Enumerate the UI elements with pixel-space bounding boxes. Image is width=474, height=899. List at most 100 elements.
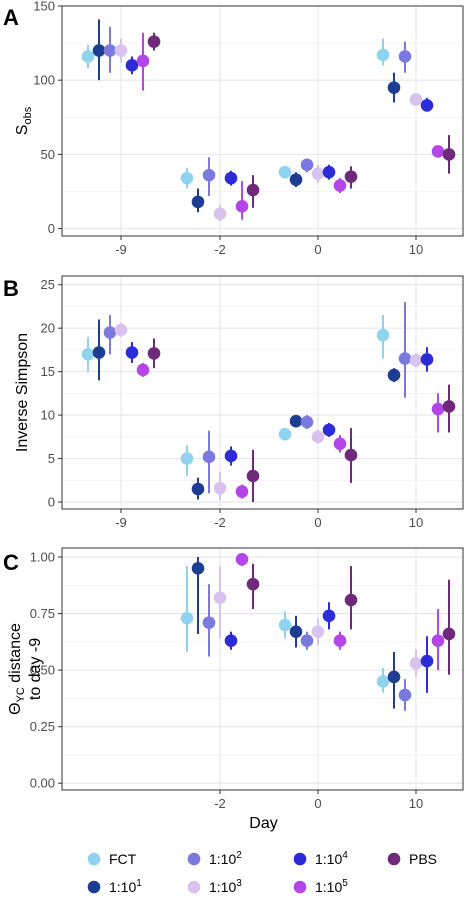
x-tick-label: -2	[214, 515, 226, 530]
data-point	[235, 553, 249, 566]
legend-swatch	[293, 880, 307, 894]
legend: FCT 1:102 1:104 PBS 1:101 1:103 1:105	[87, 850, 437, 895]
legend-item: 1:102	[187, 850, 242, 867]
data-point	[81, 347, 95, 361]
data-point	[147, 347, 161, 360]
plot-background	[62, 6, 463, 236]
panel-C: 0.00 0.25 0.50 0.75 1.00 -2 0 10 C ΘYC distance to…	[3, 547, 464, 832]
y-tick-label: 0	[48, 495, 55, 510]
data-point	[344, 593, 358, 607]
legend-label: 1:103	[209, 878, 242, 895]
data-point	[202, 450, 216, 464]
y-tick-label: 0	[48, 221, 55, 236]
data-point	[376, 675, 390, 688]
data-point	[125, 346, 139, 359]
x-tick-label: -2	[214, 796, 226, 811]
y-tick-label: 100	[33, 73, 55, 88]
data-point	[431, 634, 445, 648]
data-point	[191, 562, 205, 575]
data-point	[202, 616, 216, 629]
x-tick-label: -9	[115, 242, 127, 257]
x-tick-label: 10	[409, 796, 423, 811]
data-point	[289, 625, 303, 638]
data-point	[398, 50, 412, 63]
data-point	[180, 171, 194, 185]
data-point	[409, 93, 423, 106]
data-point	[333, 437, 347, 451]
legend-item: 1:104	[293, 850, 348, 867]
legend-item: 1:101	[87, 878, 142, 895]
data-point	[180, 452, 194, 465]
data-point	[278, 427, 292, 441]
data-point	[103, 44, 117, 57]
data-point	[114, 44, 128, 57]
data-point	[213, 207, 227, 221]
x-tick-label: 0	[314, 515, 321, 530]
data-point	[333, 634, 347, 648]
data-point	[246, 469, 260, 483]
plot-background	[62, 276, 463, 509]
data-point	[387, 670, 401, 684]
x-tick-label: 0	[314, 242, 321, 257]
data-point	[278, 165, 292, 179]
data-point	[180, 611, 194, 625]
data-point	[191, 195, 205, 209]
legend-item: PBS	[387, 851, 437, 867]
legend-item: 1:105	[293, 878, 348, 895]
plot-border	[61, 547, 464, 791]
legend-label: PBS	[409, 851, 437, 867]
panel-letter: B	[3, 276, 19, 301]
data-point	[420, 99, 434, 112]
data-point	[300, 415, 314, 429]
x-axis-title: Day	[249, 815, 277, 832]
data-point	[387, 368, 401, 382]
data-point	[92, 44, 106, 57]
data-point	[398, 688, 412, 702]
data-point	[213, 481, 227, 495]
data-point	[191, 482, 205, 496]
y-tick-label: 5	[48, 451, 55, 466]
y-tick-label: 1.00	[30, 550, 55, 565]
x-tick-label: -9	[115, 515, 127, 530]
y-tick-label: 150	[33, 0, 55, 14]
data-point	[235, 200, 249, 213]
data-point	[202, 168, 216, 182]
legend-item: FCT	[87, 851, 137, 867]
data-point	[289, 414, 303, 428]
data-point	[289, 173, 303, 186]
data-point	[224, 634, 238, 648]
panel-letter: C	[3, 550, 19, 575]
data-point	[81, 50, 95, 63]
data-point	[322, 609, 336, 623]
y-axis-title: Sobs	[14, 106, 34, 135]
legend-swatch	[187, 880, 201, 894]
data-point	[431, 402, 445, 416]
legend-swatch	[87, 852, 101, 866]
y-tick-label: 50	[41, 147, 55, 162]
data-point	[344, 448, 358, 462]
data-point	[442, 148, 456, 161]
data-point	[224, 171, 238, 185]
legend-label: FCT	[109, 851, 137, 867]
data-point	[103, 326, 117, 339]
y-axis-title-line1: ΘYC distance	[7, 623, 27, 715]
data-point	[420, 353, 434, 366]
data-point	[344, 170, 358, 183]
data-point	[300, 158, 314, 172]
panel-B: 0 5 10 15 20 25 -9 -2 0 10 B Inverse Simpson	[3, 275, 464, 530]
legend-label: 1:104	[315, 850, 348, 867]
y-tick-label: 25	[41, 277, 55, 292]
data-point	[114, 323, 128, 337]
legend-label: 1:101	[109, 878, 142, 895]
data-point	[442, 400, 456, 413]
data-point	[235, 485, 249, 498]
data-point	[409, 354, 423, 367]
legend-item: 1:103	[187, 878, 242, 895]
data-point	[136, 54, 150, 68]
panel-A: 0 50 100 150 -9 -2 0 10 A Sobs	[3, 0, 464, 257]
plot-border	[61, 275, 464, 510]
data-point	[311, 430, 325, 444]
data-point	[300, 634, 314, 648]
legend-swatch	[87, 880, 101, 894]
data-point	[376, 48, 390, 62]
